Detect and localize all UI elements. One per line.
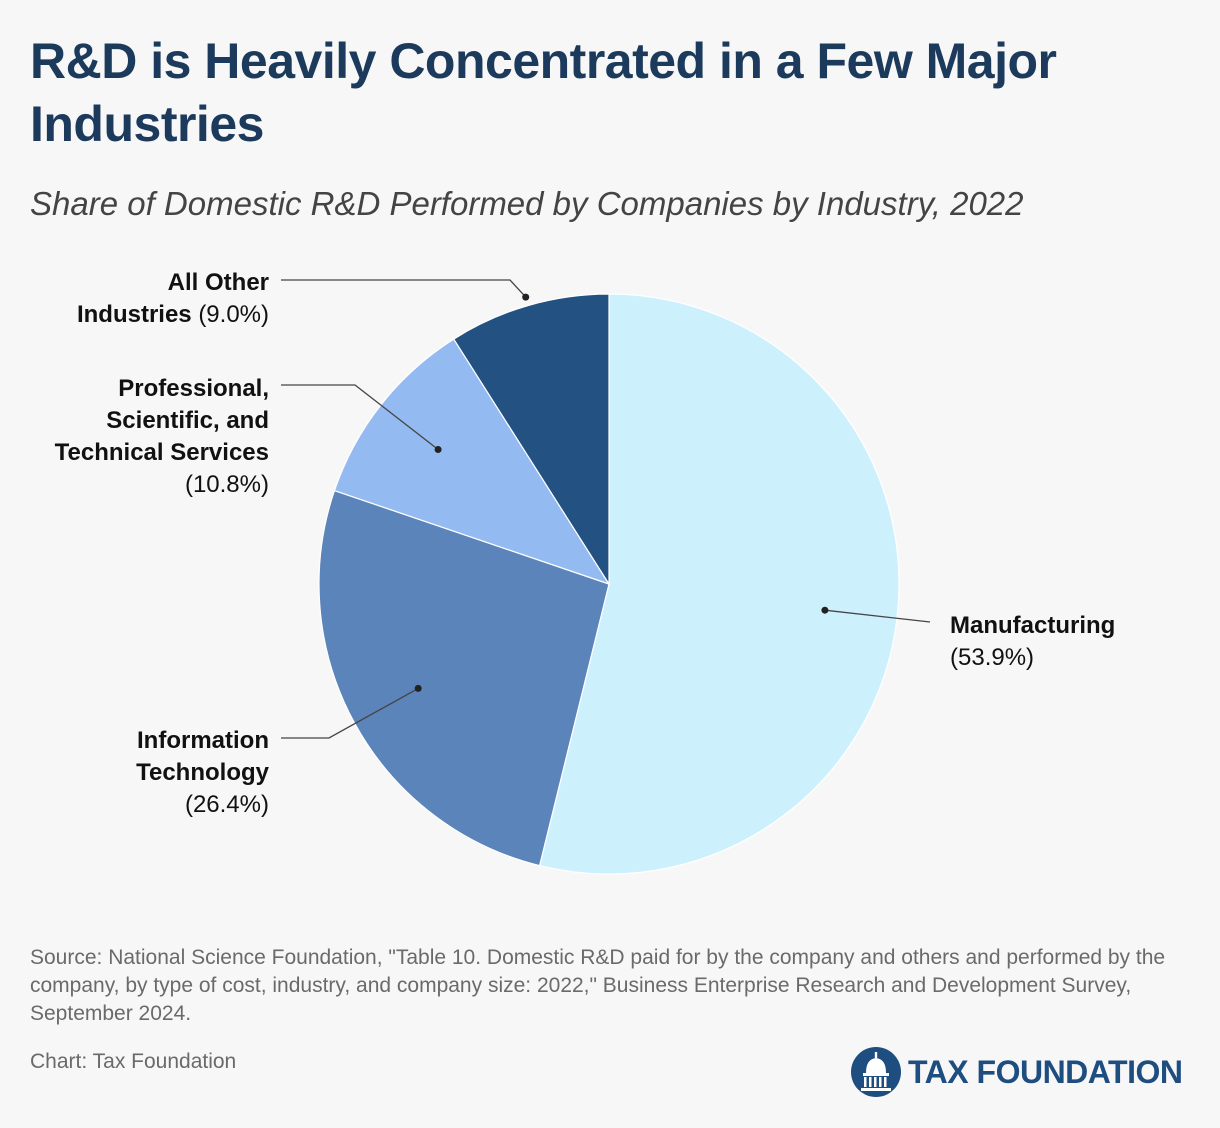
leader-dot-all-other-industries [522, 293, 530, 301]
slice-label-name: Information [137, 727, 269, 754]
chart-credit: Chart: Tax Foundation [30, 1050, 237, 1073]
slice-labels: Manufacturing (53.9%) Information Technolog… [55, 269, 1116, 818]
logo-wordmark: TAX FOUNDATION [908, 1054, 1183, 1090]
slice-label-value: (53.9%) [950, 644, 1034, 671]
chart-title: R&D is Heavily Concentrated in a Few Maj… [30, 33, 1057, 152]
pie-slice-manufacturing [538, 293, 900, 875]
slice-label-name: All Other [168, 269, 269, 296]
label-leader-lines [281, 279, 931, 739]
capitol-dome-icon [851, 1047, 901, 1097]
source-note: Source: National Science Foundation, "Ta… [30, 946, 1166, 1025]
tax-foundation-logo: TAX FOUNDATION [850, 1046, 1183, 1098]
slice-label-information-technology: Information Technology (26.4%) [136, 727, 270, 818]
leader-dot-information-technology [414, 684, 422, 692]
slice-label-value: (9.0%) [198, 301, 269, 328]
slice-label-professional-scientific-and-technical-services: Professional, Scientific, and Technical Se… [55, 375, 269, 498]
pie-slice-all-other-industries [452, 293, 610, 587]
pie-chart: Manufacturing (53.9%) Information Technolog… [55, 269, 1116, 875]
chart-subtitle: Share of Domestic R&D Performed by Compa… [30, 185, 1024, 222]
slice-label-value: (10.8%) [185, 471, 269, 498]
leader-line-information-technology [281, 687, 419, 739]
slice-label-name: Industries [77, 301, 198, 328]
leader-dot-professional-scientific-and-technical-services [434, 446, 442, 453]
slice-label-name: Technology [136, 759, 270, 786]
slice-label-all-other-industries: All Other Industries (9.0%) [77, 269, 269, 328]
leader-line-manufacturing [824, 609, 931, 623]
leader-dot-manufacturing [821, 606, 829, 614]
pie-slices [318, 293, 900, 875]
slice-label-manufacturing: Manufacturing (53.9%) [950, 612, 1115, 671]
leader-line-all-other-industries [281, 279, 527, 298]
slice-label-name: Manufacturing [950, 612, 1115, 639]
slice-label-name: Scientific, and [106, 407, 269, 434]
leader-line-professional-scientific-and-technical-services [281, 384, 439, 451]
slice-label-name: Technical Services [55, 439, 269, 466]
slice-label-name: Professional, [118, 375, 269, 402]
slice-label-value: (26.4%) [185, 791, 269, 818]
